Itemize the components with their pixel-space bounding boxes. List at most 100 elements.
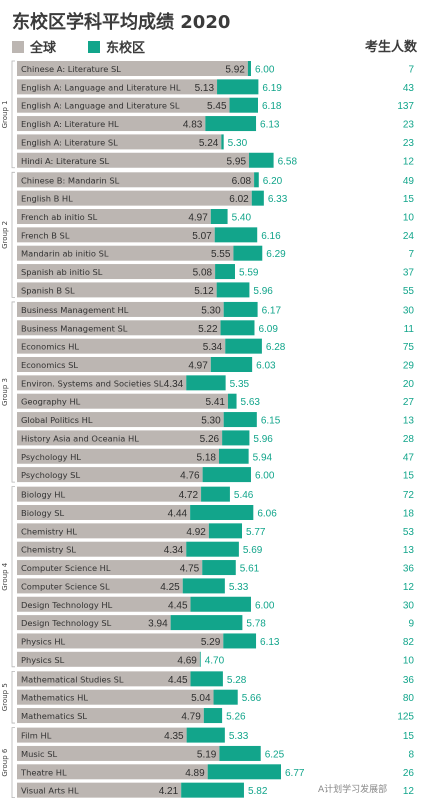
candidate-count: 13 (403, 416, 415, 427)
subject-label: Global Politics HL (21, 415, 93, 425)
bar-east (186, 727, 225, 743)
bar-global (17, 651, 200, 667)
global-value-label: 4.35 (164, 731, 184, 742)
east-value-label: 6.18 (262, 101, 282, 112)
global-value-label: 6.02 (229, 194, 249, 205)
bar-global (17, 227, 215, 243)
subject-label: Physics SL (21, 655, 65, 665)
east-value-label: 6.20 (263, 176, 283, 187)
global-value-label: 6.08 (232, 176, 252, 187)
subject-label: Chemistry SL (21, 545, 76, 555)
east-value-label: 5.40 (232, 213, 252, 224)
subject-label: Design Technology SL (21, 618, 112, 628)
global-value-label: 5.55 (211, 249, 231, 260)
bar-east (199, 651, 201, 667)
candidate-count: 29 (403, 361, 415, 372)
subject-label: Psychology HL (21, 452, 81, 462)
bar-east (247, 61, 251, 76)
candidate-count: 7 (408, 249, 414, 260)
bar-global (17, 782, 182, 798)
east-value-label: 6.19 (262, 83, 282, 94)
global-value-label: 4.83 (183, 120, 203, 131)
group-label: Group 4 (1, 562, 9, 591)
bar-global (17, 596, 191, 612)
global-value-label: 4.34 (164, 545, 184, 556)
subject-label: Psychology SL (21, 470, 80, 480)
candidate-count: 10 (403, 655, 415, 666)
bar-east (215, 264, 235, 280)
subject-label: French B SL (21, 230, 70, 240)
global-value-label: 4.34 (164, 379, 184, 390)
east-value-label: 5.61 (240, 564, 260, 575)
subject-label: Biology HL (21, 490, 66, 500)
east-value-label: 5.66 (242, 693, 262, 704)
candidate-count: 13 (403, 545, 415, 556)
global-value-label: 5.18 (197, 452, 217, 463)
bar-east (214, 227, 258, 243)
east-value-label: 5.35 (230, 379, 250, 390)
bar-east (181, 782, 244, 798)
east-value-label: 6.77 (285, 768, 305, 779)
subject-label: Music SL (21, 749, 58, 759)
east-value-label: 6.13 (260, 120, 280, 131)
subject-label: Geography HL (21, 397, 81, 407)
candidate-count: 8 (408, 749, 414, 760)
bar-global (17, 338, 226, 354)
candidate-count: 75 (403, 342, 415, 353)
global-value-label: 4.72 (179, 490, 199, 501)
subject-label: Computer Science HL (21, 563, 111, 573)
bar-global (17, 97, 230, 113)
bar-east (229, 97, 258, 113)
global-value-label: 4.69 (177, 655, 197, 666)
global-value-label: 5.34 (203, 342, 223, 353)
subject-label: Mathematical Studies SL (21, 674, 124, 684)
global-value-label: 5.19 (197, 749, 217, 760)
candidate-count: 7 (408, 65, 414, 76)
east-value-label: 5.46 (234, 490, 254, 501)
group-bracket (11, 486, 15, 668)
east-value-label: 5.33 (229, 582, 249, 593)
group-bracket (11, 60, 15, 169)
east-value-label: 4.70 (205, 655, 225, 666)
group-label: Group 6 (1, 748, 9, 777)
watermark: A计划学习发展部 (318, 785, 388, 795)
east-value-label: 5.96 (253, 286, 273, 297)
group-bracket (11, 171, 15, 298)
candidate-count: 12 (403, 786, 415, 797)
subject-label: Economics SL (21, 360, 78, 370)
bar-east (221, 134, 224, 150)
subject-label: Environ. Systems and Societies SL (21, 378, 164, 388)
bar-global (17, 727, 187, 743)
bar-east (217, 79, 259, 95)
global-value-label: 5.04 (191, 693, 211, 704)
subject-label: Mathematics SL (21, 711, 87, 721)
global-value-label: 4.75 (180, 564, 200, 575)
east-value-label: 6.06 (257, 509, 277, 520)
east-value-label: 5.33 (229, 731, 249, 742)
subject-label: Visual Arts HL (21, 786, 79, 796)
bar-east (223, 301, 258, 317)
east-value-label: 5.96 (253, 434, 273, 445)
subject-label: Film HL (21, 731, 52, 741)
bar-global (17, 541, 187, 557)
bar-east (213, 689, 238, 705)
subject-label: History Asia and Oceania HL (21, 433, 139, 443)
bar-east (216, 282, 250, 298)
global-value-label: 4.76 (180, 471, 200, 482)
bar-global (17, 79, 218, 95)
east-value-label: 5.30 (228, 138, 248, 149)
subject-label: Mandarin ab initio SL (21, 249, 109, 259)
bar-east (219, 745, 261, 761)
global-value-label: 5.45 (207, 101, 227, 112)
candidate-count: 37 (403, 268, 415, 279)
bar-east (182, 578, 225, 594)
bar-east (190, 671, 223, 687)
bar-east (251, 190, 264, 206)
bar-global (17, 116, 206, 132)
bar-global (17, 560, 203, 576)
bar-east (227, 393, 237, 409)
candidate-count: 137 (397, 101, 414, 112)
global-value-label: 5.95 (227, 156, 247, 167)
bar-global (17, 745, 220, 761)
